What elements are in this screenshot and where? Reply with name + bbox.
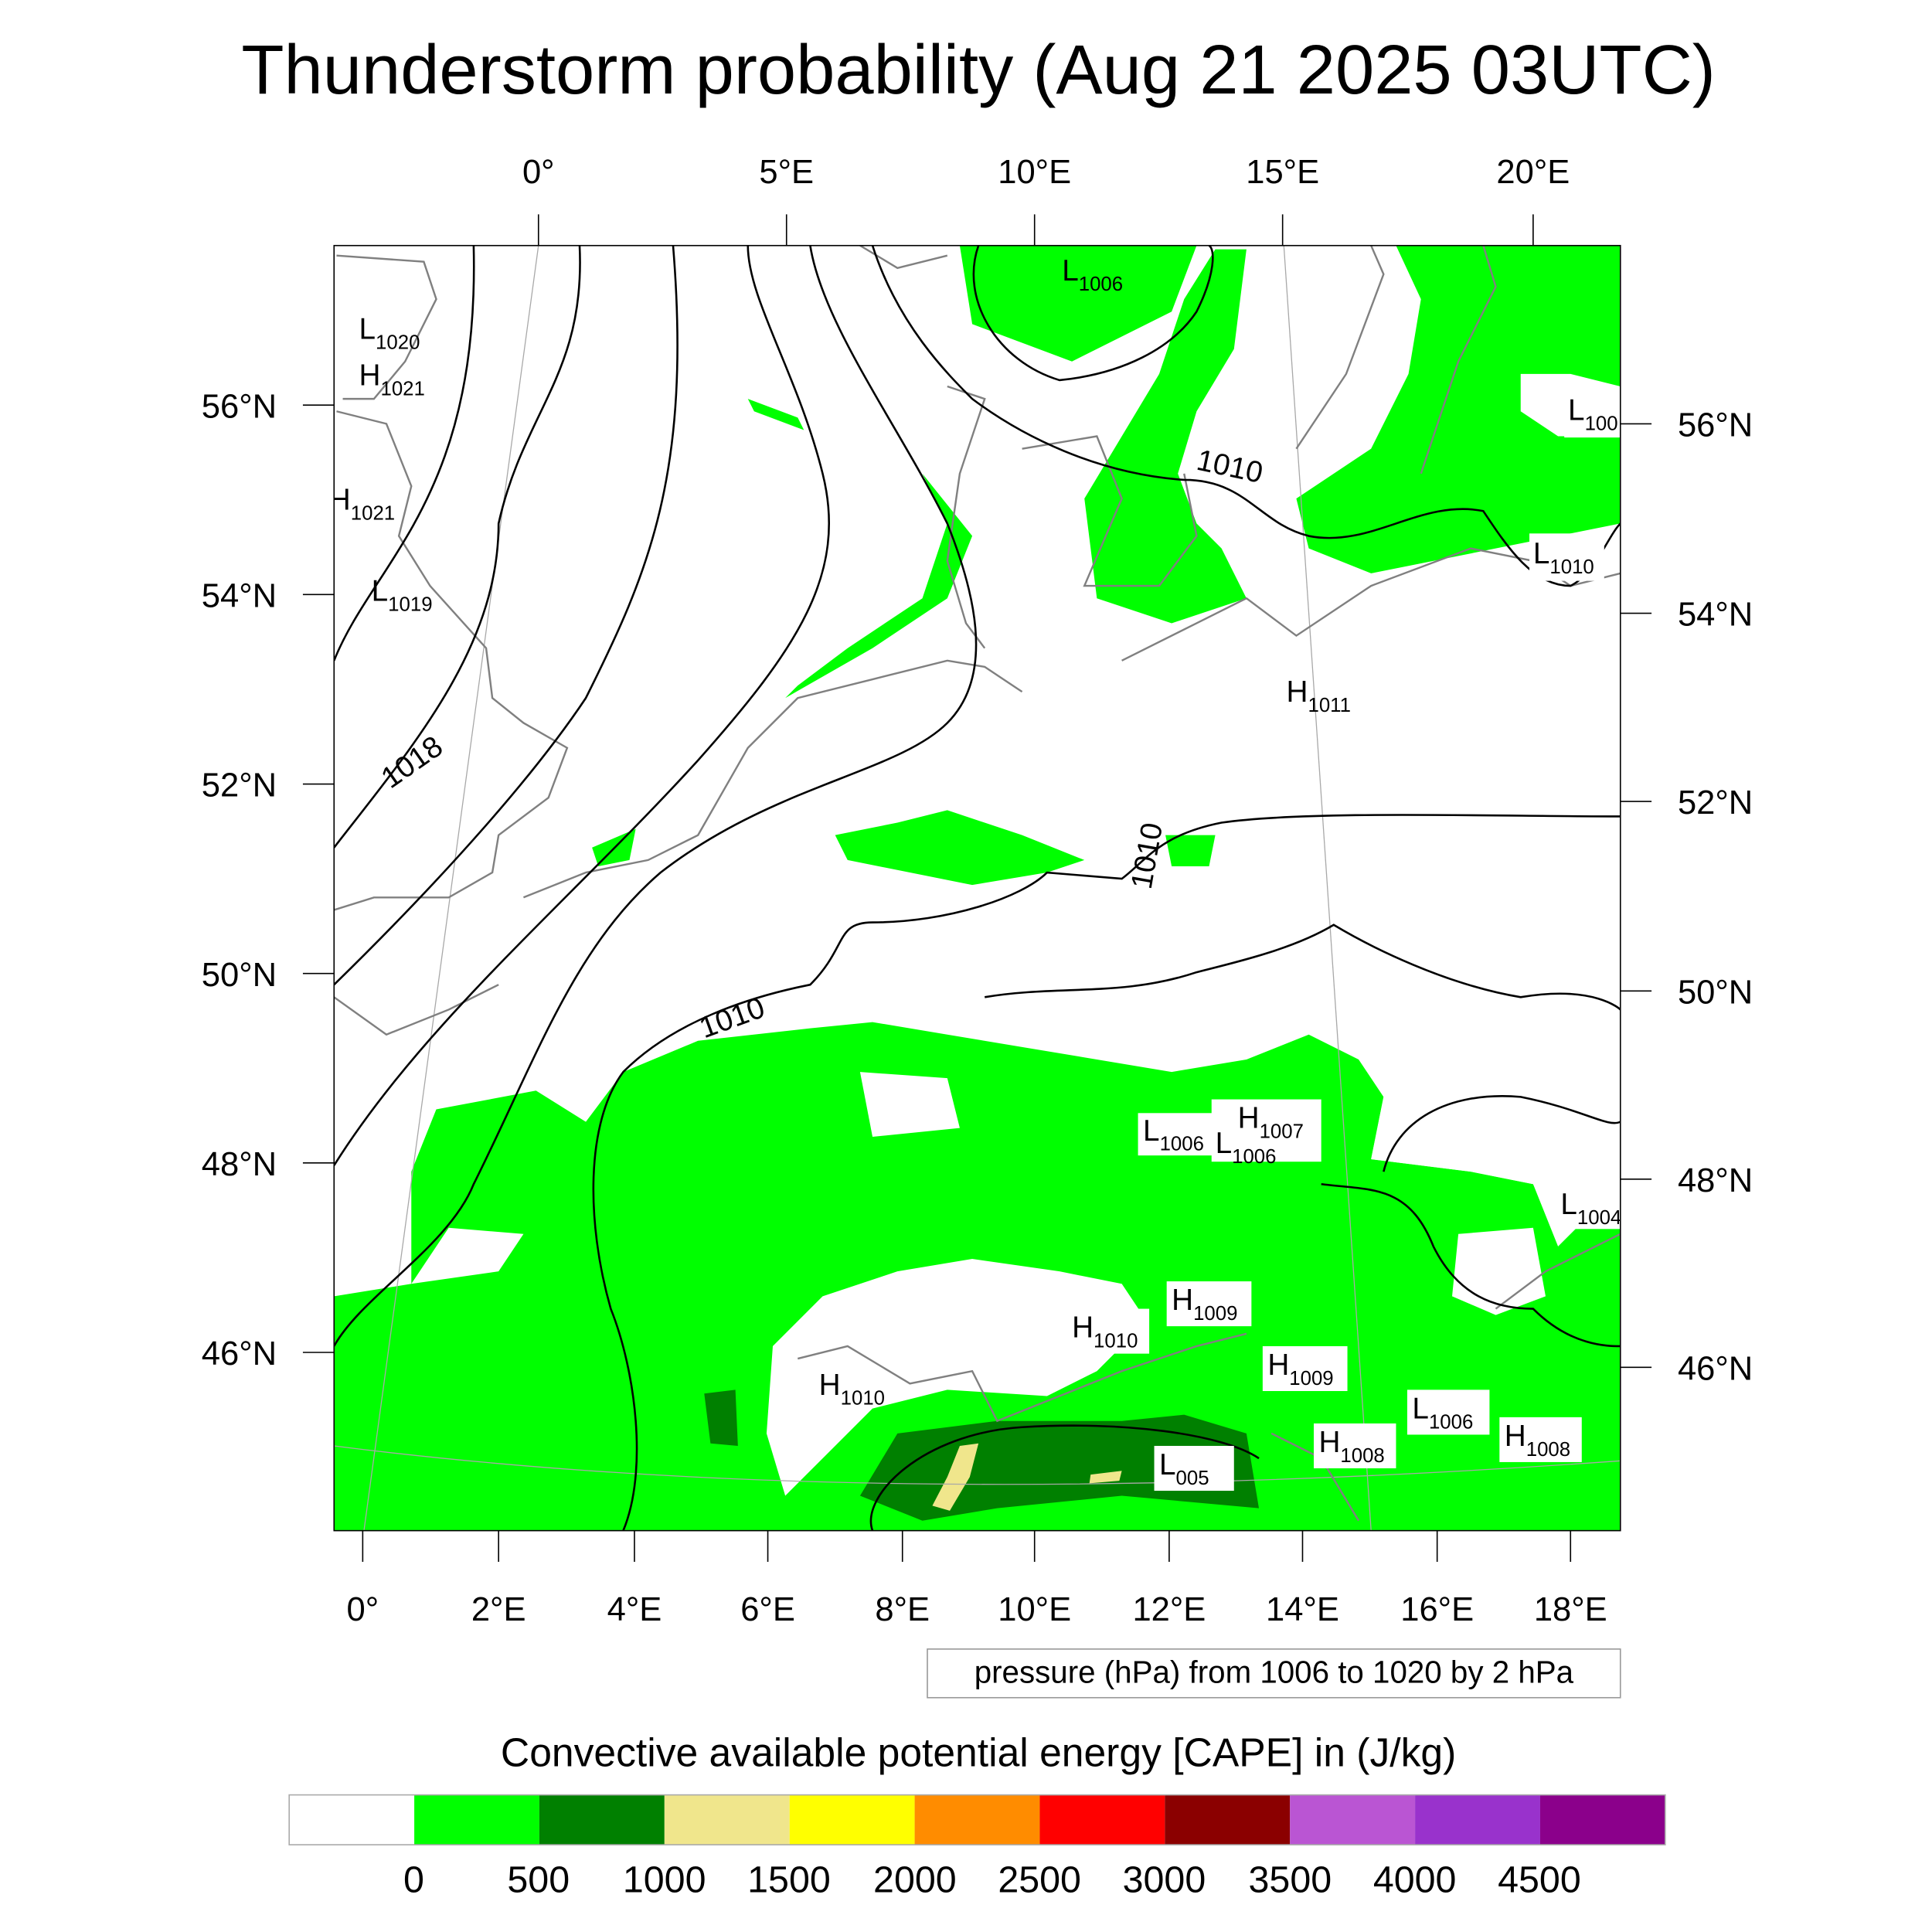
lon-label: 4°E [607,1591,662,1628]
lat-label: 50°N [202,957,277,994]
lon-label: 0° [522,154,555,191]
meridian-15e [1283,245,1372,1531]
colorbar-swatch [539,1794,665,1845]
lon-label: 2°E [471,1591,526,1628]
pressure-center-label: L1004 [1560,1188,1621,1229]
colorbar-swatch [289,1794,415,1845]
pressure-center-label: H1010 [819,1369,885,1410]
colorbar-label: 2000 [873,1859,957,1900]
lat-label: 48°N [202,1146,277,1183]
pressure-center-label: H1008 [1505,1420,1570,1461]
colorbar-swatch [789,1794,915,1845]
colorbar-title: Convective available potential energy [C… [501,1730,1456,1774]
colorbar-frame [288,1794,1666,1845]
colorbar-swatch [1039,1794,1165,1845]
parallel-45n [334,1445,1621,1485]
colorbar-label: 1500 [747,1859,831,1900]
cape-region-500-1000 [859,1414,1260,1521]
pressure-center-label: H1009 [1267,1349,1333,1389]
pressure-center-label: L1006 [1143,1114,1204,1155]
colorbar-swatch [414,1794,539,1845]
cape-region-1000-1500 [932,1443,979,1511]
pressure-center-label: L1006 [1412,1392,1473,1433]
lon-label: 10°E [998,154,1071,191]
colorbar-swatch [664,1794,790,1845]
colorbar-swatch [1165,1794,1291,1845]
lon-label: 16°E [1400,1591,1474,1628]
lat-label: 46°N [202,1335,277,1372]
colorbar-label: 4000 [1373,1859,1457,1900]
colorbar-swatch [1539,1794,1665,1845]
lon-label: 20°E [1496,154,1570,191]
colorbar-label: 4500 [1498,1859,1581,1900]
pressure-center-label: L005 [1159,1448,1209,1489]
bottom-longitude-labels: 0° 2°E 4°E 6°E 8°E 10°E 12°E 14°E 16°E 1… [347,1591,1607,1628]
colorbar-label: 2500 [998,1859,1081,1900]
top-longitude-labels: 0° 5°E 10°E 15°E 20°E [522,154,1570,191]
pressure-center-label: L1010 [1533,537,1594,578]
colorbar-label: 500 [507,1859,570,1900]
lon-label: 14°E [1266,1591,1339,1628]
lat-label: 54°N [202,577,277,614]
pressure-center-label: L100 [1568,394,1618,435]
colorbar-labels: 0 500 1000 1500 2000 2500 3000 3500 4000… [403,1859,1581,1900]
pressure-center-label: H1009 [1172,1284,1237,1325]
isobars [334,245,1621,1531]
pressure-center-label: H1007 [1238,1102,1304,1143]
tick-marks [302,214,1652,1562]
lat-label: 56°N [1678,407,1753,444]
lon-label: 15°E [1246,154,1319,191]
pressure-center-label: H1021 [359,359,425,400]
pressure-center-label: H1010 [1072,1311,1138,1352]
figure-title: Thunderstorm probability (Aug 21 2025 03… [241,31,1716,109]
lat-label: 56°N [202,388,277,425]
pressure-center-label: H1008 [1318,1426,1384,1467]
meridian-0 [363,245,539,1531]
colorbar [288,1794,1666,1845]
lon-label: 8°E [875,1591,930,1628]
lon-label: 6°E [740,1591,795,1628]
lon-label: 5°E [759,154,814,191]
lon-label: 12°E [1132,1591,1206,1628]
colorbar-label: 3500 [1249,1859,1332,1900]
lat-label: 46°N [1678,1350,1753,1387]
pressure-center-label: L1006 [1216,1127,1277,1168]
colorbar-swatch [1290,1794,1416,1845]
pressure-centers: L1020 H1021 H1021 L1019 L1006 L100 L1010… [329,254,1621,1492]
pressure-center-label: L1006 [1062,254,1123,295]
colorbar-label: 0 [403,1859,424,1900]
colorbar-swatch [914,1794,1040,1845]
pressure-center-label: L1019 [372,574,433,615]
pressure-center-label: H1021 [329,484,395,525]
colorbar-label: 1000 [623,1859,706,1900]
lat-label: 50°N [1678,974,1753,1011]
contour-info-box [927,1648,1621,1699]
lon-label: 10°E [998,1591,1071,1628]
lat-label: 54°N [1678,597,1753,634]
colorbar-swatch [1415,1794,1540,1845]
pressure-center-label: L1020 [359,313,420,354]
right-latitude-labels: 56°N 54°N 52°N 50°N 48°N 46°N [1678,407,1753,1388]
contour-info-text: pressure (hPa) from 1006 to 1020 by 2 hP… [975,1654,1574,1689]
colorbar-label: 3000 [1123,1859,1206,1900]
lat-label: 52°N [202,767,277,804]
map-area: 1018 1010 1010 1010 L1020 H1021 H1021 L1… [329,245,1621,1531]
lon-label: 18°E [1534,1591,1607,1628]
lat-label: 48°N [1678,1162,1753,1199]
left-latitude-labels: 56°N 54°N 52°N 50°N 48°N 46°N [202,388,277,1372]
lon-label: 0° [347,1591,379,1628]
pressure-center-label: H1011 [1287,675,1351,716]
lat-label: 52°N [1678,784,1753,821]
map-frame [333,244,1621,1532]
